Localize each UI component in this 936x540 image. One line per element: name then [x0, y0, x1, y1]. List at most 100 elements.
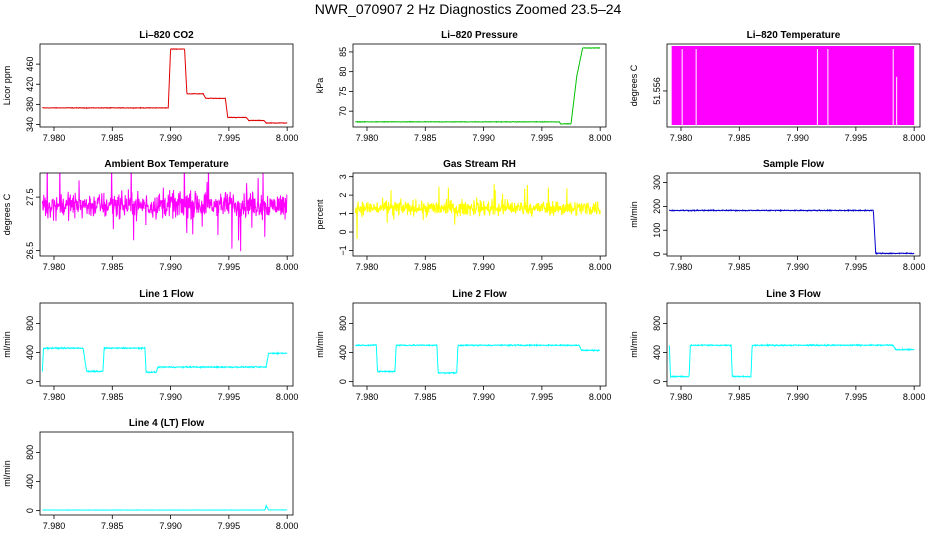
panel-title: Line 2 Flow	[452, 289, 507, 300]
y-axis-label: percent	[315, 199, 325, 230]
y-tick-label: 300	[652, 175, 662, 190]
x-tick-label: 7.995	[531, 262, 554, 272]
x-tick-label: 8.000	[589, 392, 612, 402]
y-tick-label: 0	[652, 252, 662, 257]
x-tick-label: 7.995	[531, 133, 554, 143]
x-tick-label: 8.000	[276, 133, 299, 143]
y-tick-label: 420	[25, 77, 35, 92]
panel-6: Sample Flow 7.980 7.985 7.990 7.995 8.000 0 100…	[629, 159, 925, 272]
y-tick-label: 51.556	[652, 77, 662, 105]
series-path	[41, 173, 288, 252]
y-axis-label: Licor ppm	[2, 66, 12, 106]
x-tick-label: 8.000	[903, 392, 926, 402]
x-tick-label: 7.985	[101, 262, 124, 272]
y-tick-label: 0	[652, 379, 662, 384]
panel-10: Line 4 (LT) Flow 7.980 7.985 7.990 7.995 8.00…	[2, 418, 298, 531]
x-tick-label: 7.995	[845, 392, 868, 402]
series-path	[42, 504, 288, 511]
x-tick-label: 7.990	[786, 133, 809, 143]
x-tick-label: 7.980	[43, 262, 66, 272]
x-tick-label: 7.990	[159, 521, 182, 531]
y-tick-label: 80	[338, 67, 348, 77]
series-line	[41, 346, 288, 374]
y-tick-label: 100	[652, 223, 662, 238]
plot-frame	[666, 302, 921, 387]
plot-frame	[39, 43, 294, 128]
y-tick-label: 1	[338, 211, 348, 216]
x-tick-label: 7.980	[670, 133, 693, 143]
x-tick-label: 7.980	[670, 262, 693, 272]
y-tick-label: 75	[338, 86, 348, 96]
series-path	[668, 208, 915, 255]
y-tick-label: 200	[652, 199, 662, 214]
y-tick-label: 800	[338, 316, 348, 331]
series-line	[668, 343, 915, 379]
series-path	[668, 343, 915, 379]
series-line	[41, 173, 288, 252]
y-tick-label: 0	[338, 230, 348, 235]
y-axis-label: kPa	[315, 78, 325, 94]
plot-frame	[666, 172, 921, 257]
x-tick-label: 8.000	[276, 521, 299, 531]
x-tick-label: 8.000	[903, 262, 926, 272]
panel-5: Gas Stream RH 7.980 7.985 7.990 7.995 8.000 −1…	[315, 159, 611, 272]
x-tick-label: 7.980	[43, 521, 66, 531]
x-tick-label: 7.995	[218, 133, 241, 143]
panel-title: Line 3 Flow	[766, 289, 821, 300]
x-tick-label: 7.985	[728, 392, 751, 402]
panel-title: Li–820 CO2	[139, 30, 194, 41]
x-tick-label: 7.985	[414, 392, 437, 402]
y-tick-label: 400	[25, 474, 35, 489]
x-tick-label: 7.990	[786, 392, 809, 402]
y-tick-label: 0	[25, 508, 35, 513]
x-tick-label: 8.000	[903, 133, 926, 143]
y-tick-label: 340	[25, 117, 35, 132]
y-tick-label: 460	[25, 57, 35, 72]
x-tick-label: 7.980	[43, 133, 66, 143]
series-line	[355, 343, 601, 375]
x-tick-label: 7.980	[356, 392, 379, 402]
x-tick-label: 7.990	[472, 133, 495, 143]
plot-frame	[39, 302, 294, 387]
x-tick-label: 7.990	[786, 262, 809, 272]
panel-1: Li–820 CO2 7.980 7.985 7.990 7.995 8.000 340 38…	[2, 30, 298, 143]
y-tick-label: 26.5	[25, 242, 35, 260]
y-tick-label: 800	[25, 316, 35, 331]
y-axis-label: ml/min	[315, 331, 325, 358]
panel-4: Ambient Box Temperature 7.980 7.985 7.990 7.…	[2, 159, 298, 272]
y-axis-label: ml/min	[629, 331, 639, 358]
panel-title: Li–820 Temperature	[747, 30, 841, 41]
panel-3: Li–820 Temperature 7.980 7.985 7.990 7.995 8.…	[629, 30, 925, 143]
x-tick-label: 8.000	[276, 392, 299, 402]
x-tick-label: 7.990	[159, 133, 182, 143]
series-path	[354, 183, 601, 239]
series-line	[668, 208, 915, 255]
series-path	[41, 346, 288, 374]
x-tick-label: 7.985	[728, 262, 751, 272]
series-line	[354, 183, 601, 239]
x-tick-label: 7.995	[845, 262, 868, 272]
y-tick-label: 400	[25, 345, 35, 360]
plot-frame	[39, 431, 294, 516]
y-tick-label: 400	[338, 345, 348, 360]
y-axis-label: degrees C	[2, 193, 12, 235]
x-tick-label: 8.000	[589, 133, 612, 143]
y-tick-label: 400	[652, 345, 662, 360]
y-tick-label: 85	[338, 47, 348, 57]
panel-title: Line 4 (LT) Flow	[129, 418, 205, 429]
x-tick-label: 7.995	[845, 133, 868, 143]
x-tick-label: 7.985	[414, 262, 437, 272]
x-tick-label: 7.985	[414, 133, 437, 143]
series-line	[355, 47, 601, 125]
y-axis-label: degrees C	[629, 64, 639, 106]
series-path	[355, 343, 601, 375]
y-axis-label: ml/min	[2, 460, 12, 487]
y-axis-label: ml/min	[2, 331, 12, 358]
x-tick-label: 7.990	[472, 392, 495, 402]
x-tick-label: 7.985	[728, 133, 751, 143]
series-line	[42, 48, 288, 125]
x-tick-label: 7.995	[218, 521, 241, 531]
y-tick-label: 70	[338, 106, 348, 116]
panel-8: Line 2 Flow 7.980 7.985 7.990 7.995 8.000 0 400…	[315, 289, 611, 402]
x-tick-label: 7.980	[356, 262, 379, 272]
